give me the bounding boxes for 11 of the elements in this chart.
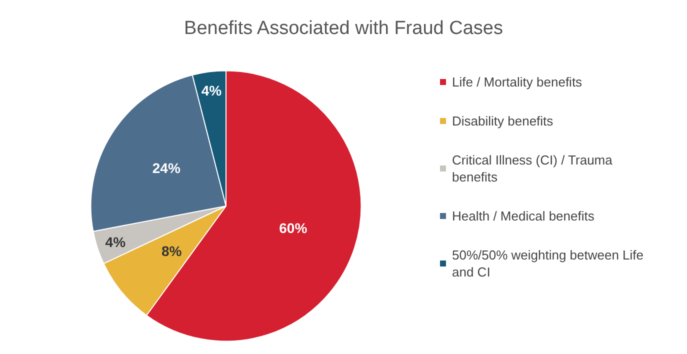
data-label: 4% <box>201 82 222 99</box>
legend-label: Disability benefits <box>452 114 554 128</box>
legend-label: 50%/50% weighting between Life and CI <box>452 248 648 280</box>
data-label: 4% <box>105 234 126 250</box>
data-label: 8% <box>161 243 182 259</box>
chart-title: Benefits Associated with Fraud Cases <box>184 18 503 39</box>
legend-label: Health / Medical benefits <box>452 208 595 224</box>
legend-label: Critical Illness (CI) / Trauma benefits <box>452 152 616 184</box>
data-label: 60% <box>279 220 308 236</box>
legend-label: Life / Mortality benefits <box>452 74 583 90</box>
data-label: 24% <box>152 160 181 176</box>
